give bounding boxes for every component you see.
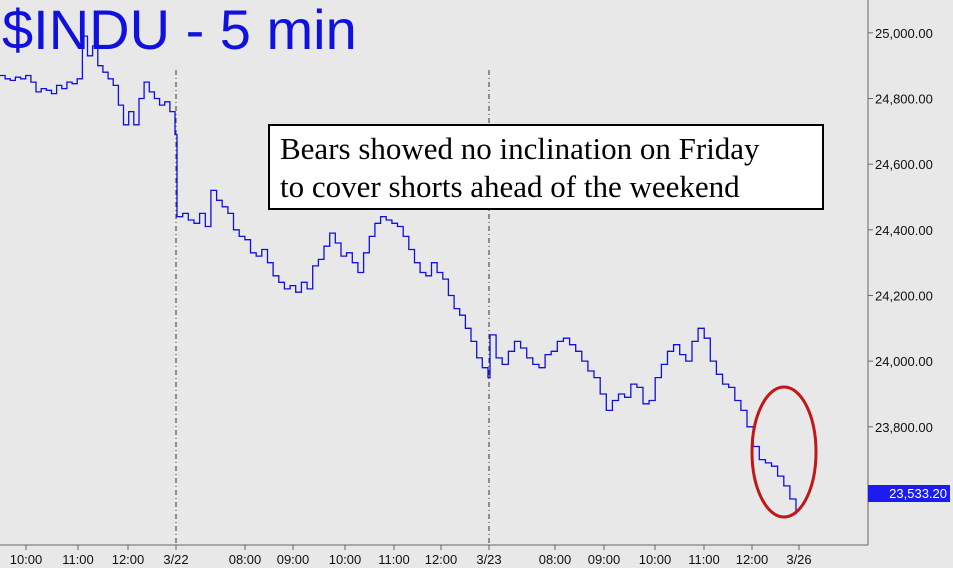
- highlight-circle: [750, 385, 818, 519]
- x-tick-label: 08:00: [539, 552, 572, 567]
- last-value-badge: 23,533.20: [868, 485, 950, 502]
- x-tick-label: 11:00: [62, 552, 94, 567]
- x-tick-label: 08:00: [229, 552, 262, 567]
- y-tick-label: 24,400.00: [875, 223, 933, 238]
- x-tick-label: 12:00: [736, 552, 769, 567]
- annotation-line-2: to cover shorts ahead of the weekend: [280, 169, 740, 204]
- x-tick-label: 10:00: [639, 552, 672, 567]
- x-tick-label: 12:00: [112, 552, 145, 567]
- x-tick-label: 10:00: [329, 552, 362, 567]
- x-tick-label: 09:00: [277, 552, 310, 567]
- x-tick-label: 09:00: [588, 552, 621, 567]
- x-tick-label: 10:00: [10, 552, 43, 567]
- y-tick-label: 24,200.00: [875, 288, 933, 303]
- y-tick-label: 24,600.00: [875, 157, 933, 172]
- y-tick-label: 25,000.00: [875, 26, 933, 41]
- x-tick-label: 11:00: [688, 552, 720, 567]
- x-tick-label: 11:00: [378, 552, 410, 567]
- y-tick-label: 24,800.00: [875, 91, 933, 106]
- x-axis-ticks: 10:00 11:00 12:00 3/22 08:00 09:00 10:00 11:00 1…: [10, 545, 812, 567]
- annotation-line-1: Bears showed no inclination on Friday: [280, 131, 760, 166]
- price-series-line: [0, 35, 797, 515]
- x-tick-label: 3/26: [786, 552, 811, 567]
- x-tick-label: 12:00: [425, 552, 458, 567]
- x-tick-label: 3/22: [163, 552, 188, 567]
- x-tick-label: 3/23: [476, 552, 501, 567]
- y-tick-label: 23,800.00: [875, 420, 933, 435]
- y-axis-ticks: 25,000.00 24,800.00 24,600.00 24,400.00 24,2…: [868, 26, 933, 500]
- y-tick-label: 24,000.00: [875, 354, 933, 369]
- annotation-box: Bears showed no inclination on Friday to…: [268, 124, 824, 210]
- chart-title: $INDU - 5 min: [2, 0, 357, 61]
